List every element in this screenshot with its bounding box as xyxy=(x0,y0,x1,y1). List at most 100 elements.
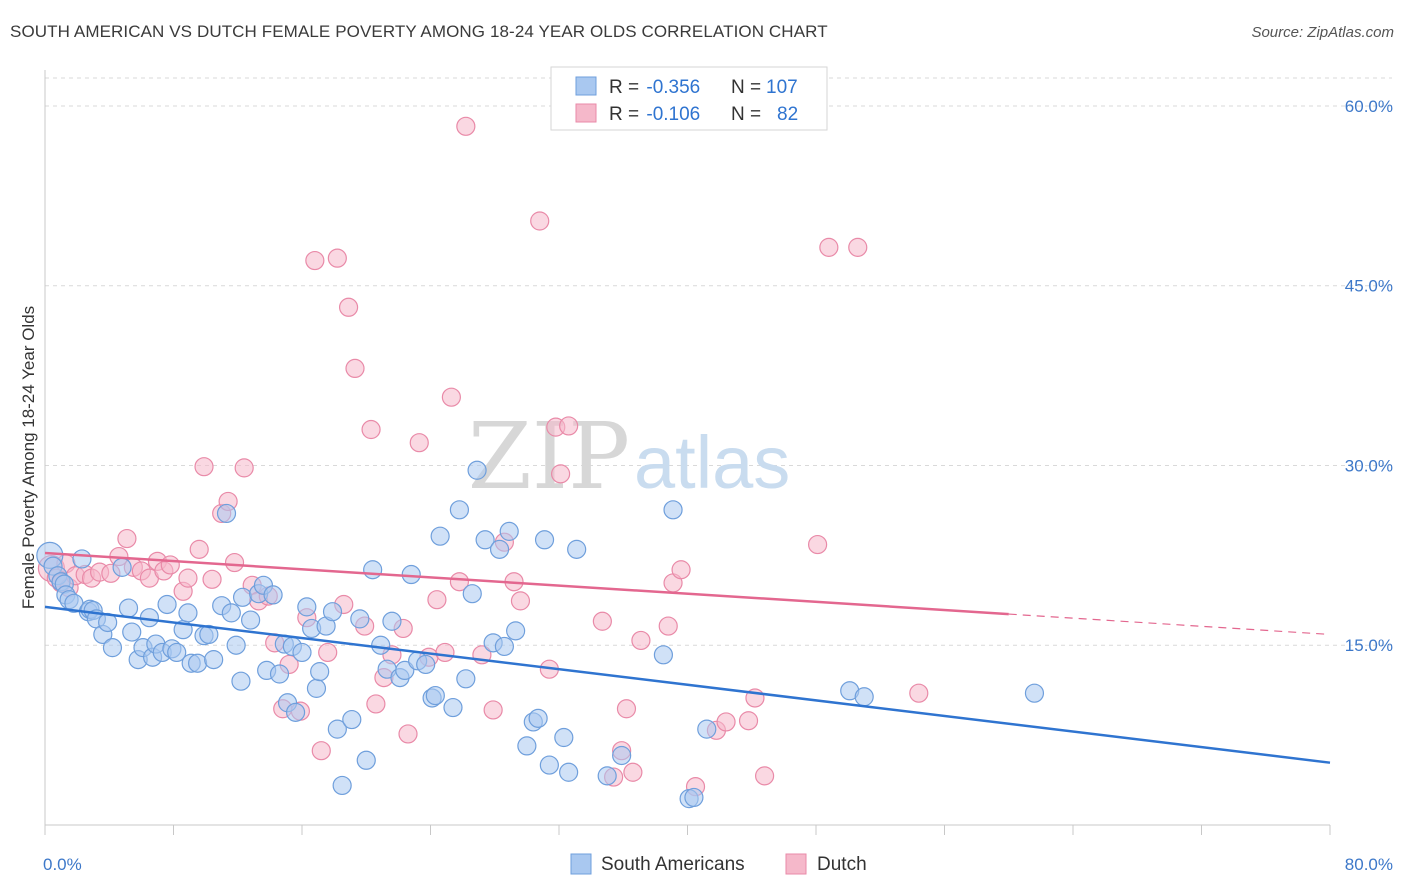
dutch-point xyxy=(658,616,678,636)
south-americans-point xyxy=(350,609,370,629)
stats-legend-swatch-pink xyxy=(575,103,597,123)
dutch-point xyxy=(398,724,418,744)
south-americans-point xyxy=(425,685,445,706)
south-americans-point xyxy=(216,503,237,524)
south-americans-point xyxy=(122,622,142,642)
dutch-point xyxy=(224,552,245,573)
dutch-point xyxy=(202,569,222,589)
south-americans-point xyxy=(327,719,347,739)
y-tick-label: 30.0% xyxy=(1345,456,1393,475)
stats-legend-frame xyxy=(550,66,828,131)
south-americans-point xyxy=(854,687,874,707)
y-tick-labels: 15.0% 30.0% 45.0% 60.0% xyxy=(1345,97,1393,655)
south-americans-point xyxy=(697,719,717,739)
n-value-2: 82 xyxy=(777,104,798,125)
south-americans-point xyxy=(292,642,312,663)
y-tick-label: 15.0% xyxy=(1345,636,1393,655)
series-legend: South Americans Dutch xyxy=(570,853,867,875)
south-americans-point xyxy=(263,585,283,605)
dutch-trend-line xyxy=(44,551,1009,616)
south-americans-point xyxy=(489,539,510,559)
y-tick-label: 60.0% xyxy=(1345,97,1393,116)
dutch-point xyxy=(716,712,736,732)
south-americans-point xyxy=(462,584,482,604)
south-americans-point xyxy=(597,766,617,786)
south-americans-point xyxy=(167,642,187,663)
dutch-point xyxy=(435,642,455,663)
dutch-point xyxy=(671,560,691,580)
dutch-point xyxy=(366,694,386,714)
r-value-1: -0.356 xyxy=(646,77,700,98)
dutch-point xyxy=(234,458,254,478)
south-americans-point xyxy=(221,603,241,623)
south-americans-point xyxy=(517,736,537,756)
dutch-point xyxy=(311,741,331,761)
south-americans-point xyxy=(371,635,391,655)
y-axis-label: Female Poverty Among 18-24 Year Olds xyxy=(19,306,38,609)
legend-label-south-americans: South Americans xyxy=(601,854,745,875)
dutch-point xyxy=(819,237,839,257)
stats-row-1: R = -0.356 N = 107 xyxy=(609,77,798,98)
south-americans-point xyxy=(395,660,415,681)
south-americans-point xyxy=(467,460,487,480)
dutch-point xyxy=(483,700,503,720)
dutch-point xyxy=(592,611,612,631)
watermark: ZIP atlas xyxy=(468,403,790,510)
south-americans-point xyxy=(241,610,261,630)
south-americans-point xyxy=(178,603,198,623)
south-americans-point xyxy=(226,635,246,655)
dutch-point xyxy=(530,211,550,231)
legend-swatch-dutch xyxy=(785,853,807,875)
n-label-2: N = xyxy=(731,104,766,125)
south-americans-point xyxy=(231,671,251,691)
dutch-point xyxy=(456,116,476,136)
south-americans-point xyxy=(112,557,132,577)
south-americans-point xyxy=(401,564,421,585)
dutch-point xyxy=(559,416,579,436)
dutch-point xyxy=(510,591,531,611)
dutch-point xyxy=(178,568,198,588)
chart-title: SOUTH AMERICAN VS DUTCH FEMALE POVERTY A… xyxy=(10,22,828,41)
south-americans-point xyxy=(356,750,376,770)
south-americans-point xyxy=(475,530,495,550)
south-americans-point xyxy=(322,602,343,622)
south-americans-point xyxy=(554,727,574,748)
dutch-point xyxy=(427,590,447,610)
south-americans-point xyxy=(285,702,306,722)
south-americans-point xyxy=(232,587,253,607)
axes xyxy=(44,70,1331,835)
dutch-point xyxy=(623,762,643,782)
dutch-point xyxy=(738,711,759,731)
south-americans-point xyxy=(157,594,177,615)
south-americans-point xyxy=(1024,683,1045,703)
south-americans-point xyxy=(653,645,674,665)
watermark-zip: ZIP xyxy=(468,403,630,510)
south-americans-point xyxy=(118,598,139,618)
r-value-2: -0.106 xyxy=(646,104,700,125)
south-americans-point xyxy=(332,775,352,796)
south-americans-point xyxy=(102,638,123,658)
dutch-point xyxy=(441,387,461,407)
south-americans-point xyxy=(684,787,704,808)
south-americans-point xyxy=(612,745,632,766)
south-americans-point xyxy=(528,708,548,728)
south-americans-point xyxy=(499,521,519,541)
south-americans-point xyxy=(567,539,587,559)
south-americans-trend-line xyxy=(44,605,1331,764)
x-tick-label: 80.0% xyxy=(1345,855,1393,874)
dutch-point xyxy=(117,528,137,549)
south-americans-point xyxy=(199,624,219,645)
south-americans-point xyxy=(187,653,208,673)
dutch-point xyxy=(194,457,214,477)
dutch-point xyxy=(305,250,325,271)
south-americans-point xyxy=(539,755,559,775)
south-americans-point xyxy=(449,500,470,520)
south-americans-point xyxy=(204,650,224,670)
stats-legend-swatch-blue xyxy=(575,76,597,96)
south-americans-point xyxy=(269,664,290,684)
dutch-point xyxy=(754,766,775,786)
south-americans-point xyxy=(306,678,327,698)
dutch-point xyxy=(409,433,429,453)
r-label-1: R = xyxy=(609,77,644,98)
